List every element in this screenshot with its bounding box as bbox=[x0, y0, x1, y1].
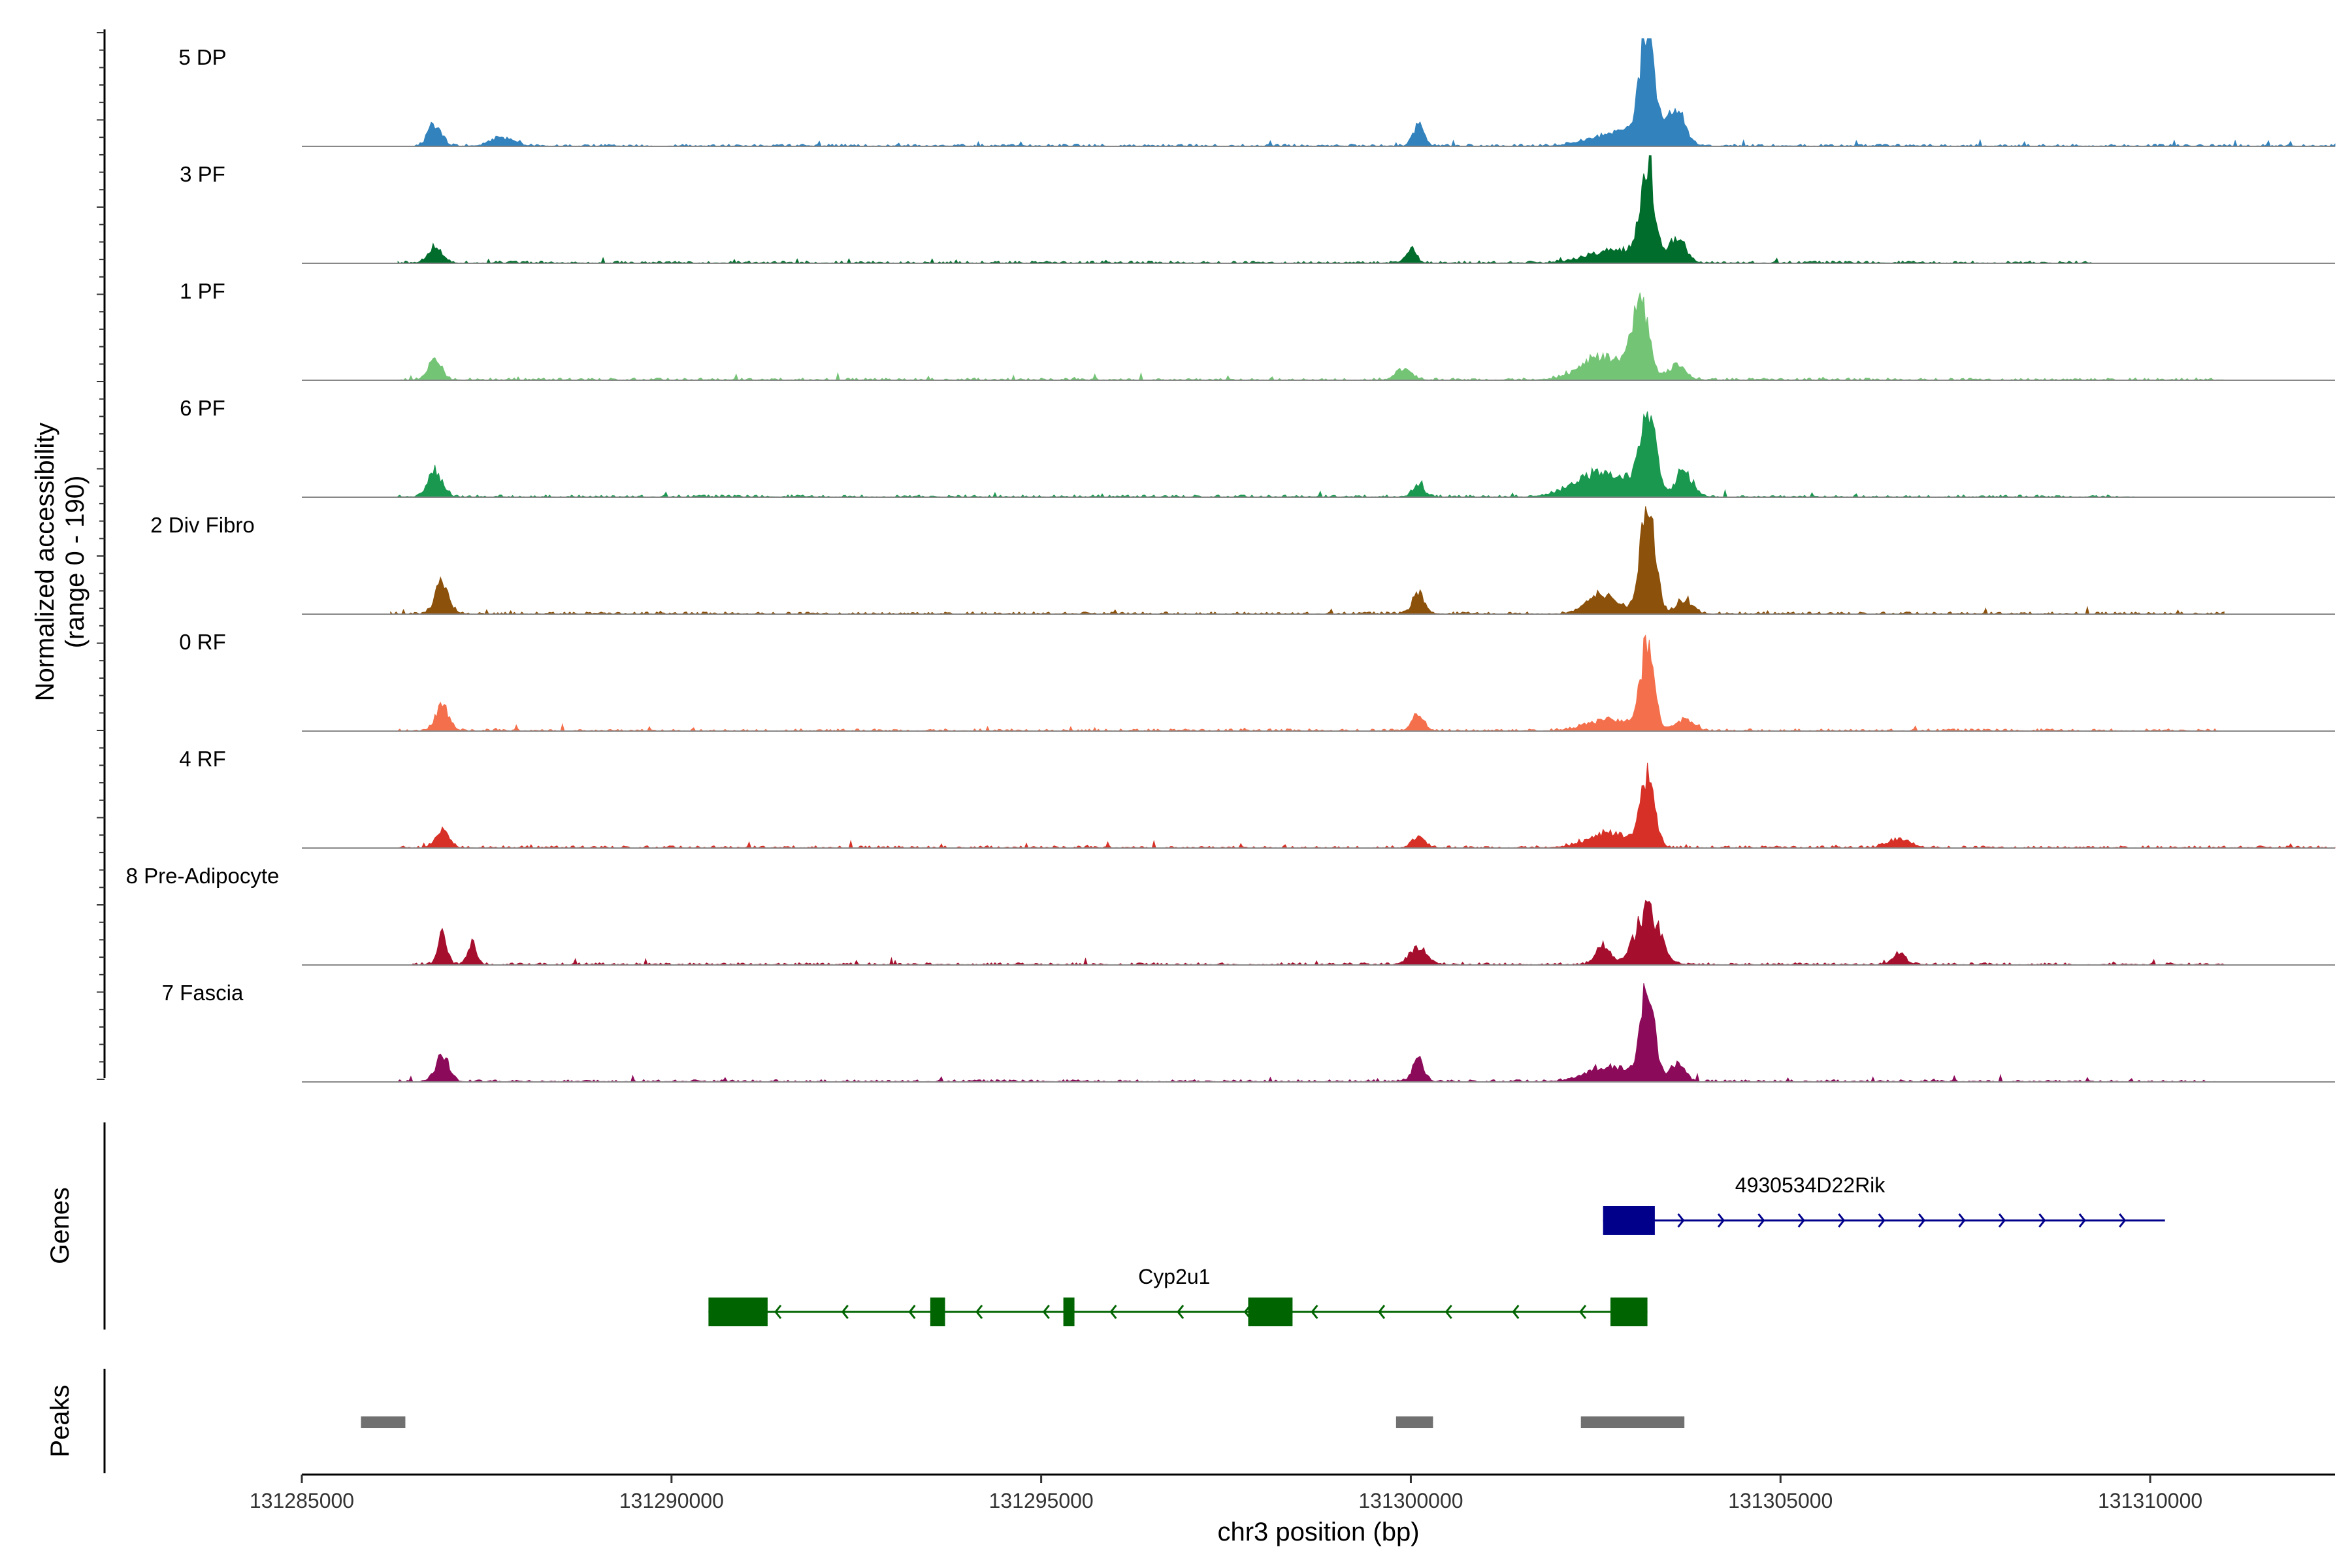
gene-cyp2u1: Cyp2u1 bbox=[708, 1265, 1648, 1326]
gene-4930534d22rik: 4930534D22Rik bbox=[1603, 1173, 2165, 1235]
exon bbox=[708, 1298, 768, 1326]
strand-arrow bbox=[1918, 1213, 1926, 1228]
track-8-pre-adipocyte: 8 Pre-Adipocyte bbox=[126, 864, 2335, 966]
coverage-tracks: 5 DP 3 PF 1 PF 6 PF 2 Div Fibro 0 RF 4 RF 8 Pre… bbox=[126, 38, 2336, 1083]
strand-arrow bbox=[1445, 1305, 1452, 1319]
track-label: 7 Fascia bbox=[162, 981, 244, 1005]
strand-arrow bbox=[1177, 1305, 1184, 1319]
strand-arrow bbox=[1109, 1305, 1117, 1319]
track-0-rf: 0 RF bbox=[179, 630, 2335, 732]
track-7-fascia: 7 Fascia bbox=[162, 981, 2335, 1083]
strand-arrow bbox=[1311, 1305, 1318, 1319]
strand-arrow bbox=[2078, 1213, 2086, 1228]
track-label: 0 RF bbox=[179, 630, 226, 654]
x-tick-label: 131300000 bbox=[1358, 1489, 1463, 1512]
x-axis-title: chr3 position (bp) bbox=[1217, 1518, 1419, 1546]
strand-arrow bbox=[1998, 1213, 2006, 1228]
strand-arrow bbox=[841, 1305, 849, 1319]
exon bbox=[1610, 1298, 1648, 1326]
peak-region bbox=[1580, 1416, 1685, 1428]
coverage-area bbox=[397, 155, 2092, 264]
track-label: 2 Div Fibro bbox=[150, 513, 255, 537]
track-label: 8 Pre-Adipocyte bbox=[126, 864, 280, 888]
track-6-pf: 6 PF bbox=[180, 396, 2335, 498]
x-tick-label: 131310000 bbox=[2098, 1489, 2202, 1512]
strand-arrow bbox=[1878, 1213, 1886, 1228]
exon bbox=[930, 1298, 945, 1326]
track-label: 5 DP bbox=[178, 45, 226, 69]
track-1-pf: 1 PF bbox=[180, 279, 2335, 381]
x-tick-label: 131295000 bbox=[989, 1489, 1094, 1512]
y-axis-title-line2: (range 0 - 190) bbox=[61, 476, 90, 649]
strand-arrow bbox=[1797, 1213, 1805, 1228]
track-2-div-fibro: 2 Div Fibro bbox=[150, 506, 2335, 615]
strand-arrow bbox=[1838, 1213, 1846, 1228]
x-axis-ticks: 131285000 131290000 131295000 131300000 1313… bbox=[250, 1475, 2202, 1512]
strand-arrow bbox=[908, 1305, 916, 1319]
x-tick-label: 131290000 bbox=[619, 1489, 724, 1512]
strand-arrow bbox=[1578, 1305, 1587, 1319]
x-tick-label: 131285000 bbox=[250, 1489, 354, 1512]
exon bbox=[1063, 1298, 1075, 1326]
strand-arrow bbox=[1958, 1213, 1966, 1228]
peak-region bbox=[1396, 1416, 1433, 1428]
strand-arrow bbox=[975, 1305, 983, 1319]
strand-arrow bbox=[1757, 1213, 1765, 1228]
strand-arrow bbox=[1378, 1305, 1386, 1319]
track-label: 3 PF bbox=[180, 162, 225, 186]
strand-arrow bbox=[2038, 1213, 2046, 1228]
gene-label: Cyp2u1 bbox=[1138, 1265, 1210, 1288]
strand-arrow bbox=[774, 1305, 782, 1319]
genes-panel-label: Genes bbox=[46, 1187, 74, 1264]
track-3-pf: 3 PF bbox=[180, 155, 2335, 264]
strand-arrow bbox=[1512, 1305, 1520, 1319]
exon bbox=[1248, 1298, 1293, 1326]
strand-arrow bbox=[1042, 1305, 1050, 1319]
exon bbox=[1603, 1206, 1655, 1235]
track-4-rf: 4 RF bbox=[179, 747, 2336, 849]
gene-annotations: 4930534D22Rik Cyp2u1 bbox=[708, 1173, 2165, 1326]
strand-arrow bbox=[1717, 1213, 1725, 1228]
track-label: 6 PF bbox=[180, 396, 225, 420]
gene-label: 4930534D22Rik bbox=[1735, 1173, 1886, 1197]
track-label: 4 RF bbox=[179, 747, 226, 771]
track-label: 1 PF bbox=[180, 279, 225, 303]
peak-region bbox=[361, 1416, 406, 1428]
strand-arrow bbox=[2119, 1213, 2127, 1228]
peak-regions bbox=[361, 1416, 1685, 1428]
peaks-panel-label: Peaks bbox=[46, 1384, 74, 1457]
y-axis-title-line1: Normalized accessibility bbox=[31, 423, 59, 702]
y-axis-ticks bbox=[97, 32, 105, 1080]
track-5-dp: 5 DP bbox=[178, 38, 2336, 147]
strand-arrow bbox=[1677, 1213, 1685, 1228]
x-tick-label: 131305000 bbox=[1728, 1489, 1833, 1512]
